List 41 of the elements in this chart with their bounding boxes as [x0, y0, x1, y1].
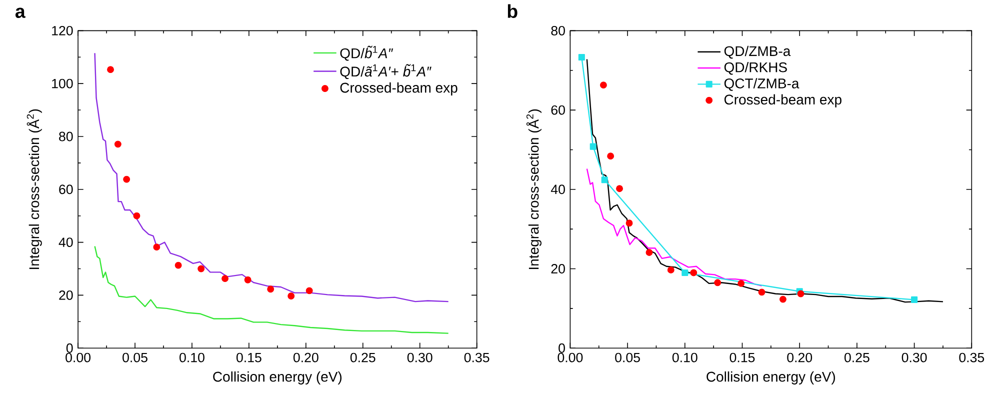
chart-title: b — [508, 4, 518, 18]
x-tick-label: 0.00 — [558, 352, 583, 362]
legend-label: QD/RKHS — [724, 62, 787, 75]
y-tick-label: 20 — [551, 264, 565, 274]
y-tick-label: 0 — [558, 343, 565, 353]
y-tick-label: 100 — [52, 78, 73, 88]
y-tick-label: 120 — [52, 26, 73, 36]
x-tick-label: 0.10 — [672, 352, 698, 362]
legend-label: Crossed-beam exp — [724, 94, 842, 108]
x-tick-label: 0.35 — [464, 352, 490, 362]
y-tick-label: 60 — [59, 184, 73, 194]
x-tick-label: 0.15 — [236, 352, 262, 362]
x-tick-label: 0.20 — [787, 352, 812, 362]
x-tick-label: 0.05 — [122, 352, 148, 362]
legend-label: QD/ã$^{1}$A′+ b̃$^{1}$A″ — [340, 64, 432, 79]
y-tick-label: 40 — [58, 238, 73, 247]
x-tick-label: 0.25 — [844, 352, 870, 362]
chart-title: a — [16, 8, 26, 18]
legend-label: Crossed-beam exp — [340, 82, 458, 96]
x-tick-label: 0.30 — [407, 352, 432, 362]
x-tick-label: 0.10 — [180, 352, 204, 362]
x-tick-label: 0.05 — [615, 352, 640, 362]
y-tick-label: 80 — [551, 26, 565, 36]
y-tick-label: 40 — [550, 184, 565, 194]
y-tick-label: 80 — [59, 132, 73, 142]
y-axis-title: Integral cross-section (Å$^{2}$) — [526, 109, 542, 269]
x-axis-title: Collision energy (eV) — [706, 371, 835, 384]
x-tick-label: 0.25 — [350, 352, 376, 362]
y-tick-label: 0 — [66, 343, 73, 353]
x-tick-label: 0.30 — [902, 352, 927, 362]
x-tick-label: 0.15 — [730, 352, 755, 362]
legend-label: QD/ZMB-a — [724, 46, 791, 59]
x-tick-label: 0.00 — [66, 352, 90, 362]
legend-label: QD/b̃$^{1}$A″ — [340, 46, 394, 61]
x-axis-title: Collision energy (eV) — [213, 371, 342, 384]
y-tick-label: 60 — [551, 105, 565, 115]
y-tick-label: 20 — [59, 290, 73, 300]
y-axis-title: Integral cross-section (Å$^{2}$) — [26, 109, 42, 269]
legend-label: QCT/ZMB-a — [724, 78, 800, 91]
x-tick-label: 0.35 — [959, 352, 984, 362]
x-tick-label: 0.20 — [293, 352, 318, 362]
